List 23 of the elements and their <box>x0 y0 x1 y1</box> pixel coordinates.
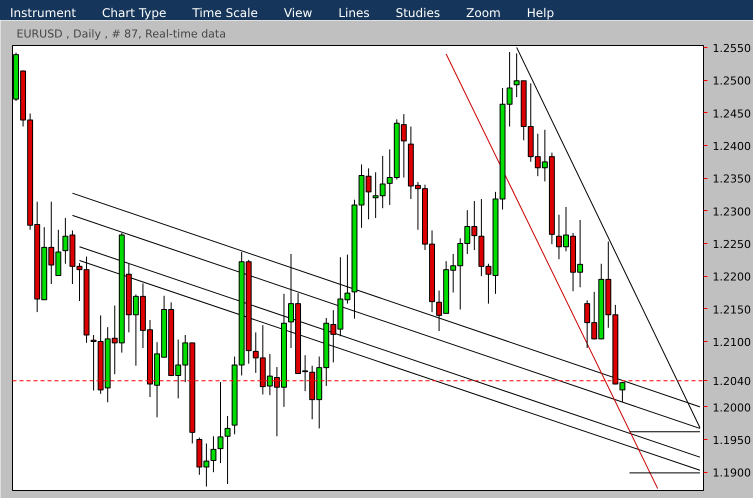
y-tick-label: 1.2550 <box>712 42 751 55</box>
text: Studies <box>396 6 440 20</box>
ref-line-label: 1.2040 <box>712 375 751 388</box>
y-tick-label: 1.2100 <box>712 336 751 350</box>
text: View <box>284 6 312 20</box>
y-tick-label: 1.2500 <box>712 74 751 88</box>
y-tick-label: 1.2200 <box>712 270 751 284</box>
text: Instrument <box>10 6 76 20</box>
text: Lines <box>338 6 370 20</box>
y-tick-label: 1.2400 <box>712 140 751 153</box>
y-tick-label: 1.2250 <box>712 238 751 251</box>
text: Help <box>526 6 554 20</box>
y-tick-label: 1.2000 <box>712 401 751 414</box>
text: Chart Type <box>102 6 166 20</box>
text: Time Scale <box>192 6 258 20</box>
y-tick-label: 1.2350 <box>712 172 751 186</box>
y-tick-label: 1.1950 <box>712 434 751 448</box>
y-tick-label: 1.2450 <box>712 107 751 120</box>
text: Zoom <box>466 6 501 20</box>
y-tick-label: 1.2150 <box>712 303 751 316</box>
chart-title: EURUSD , Daily , # 87, Real-time data <box>16 28 226 40</box>
y-tick-label: 1.1900 <box>712 466 751 480</box>
y-tick-label: 1.2300 <box>712 205 751 218</box>
